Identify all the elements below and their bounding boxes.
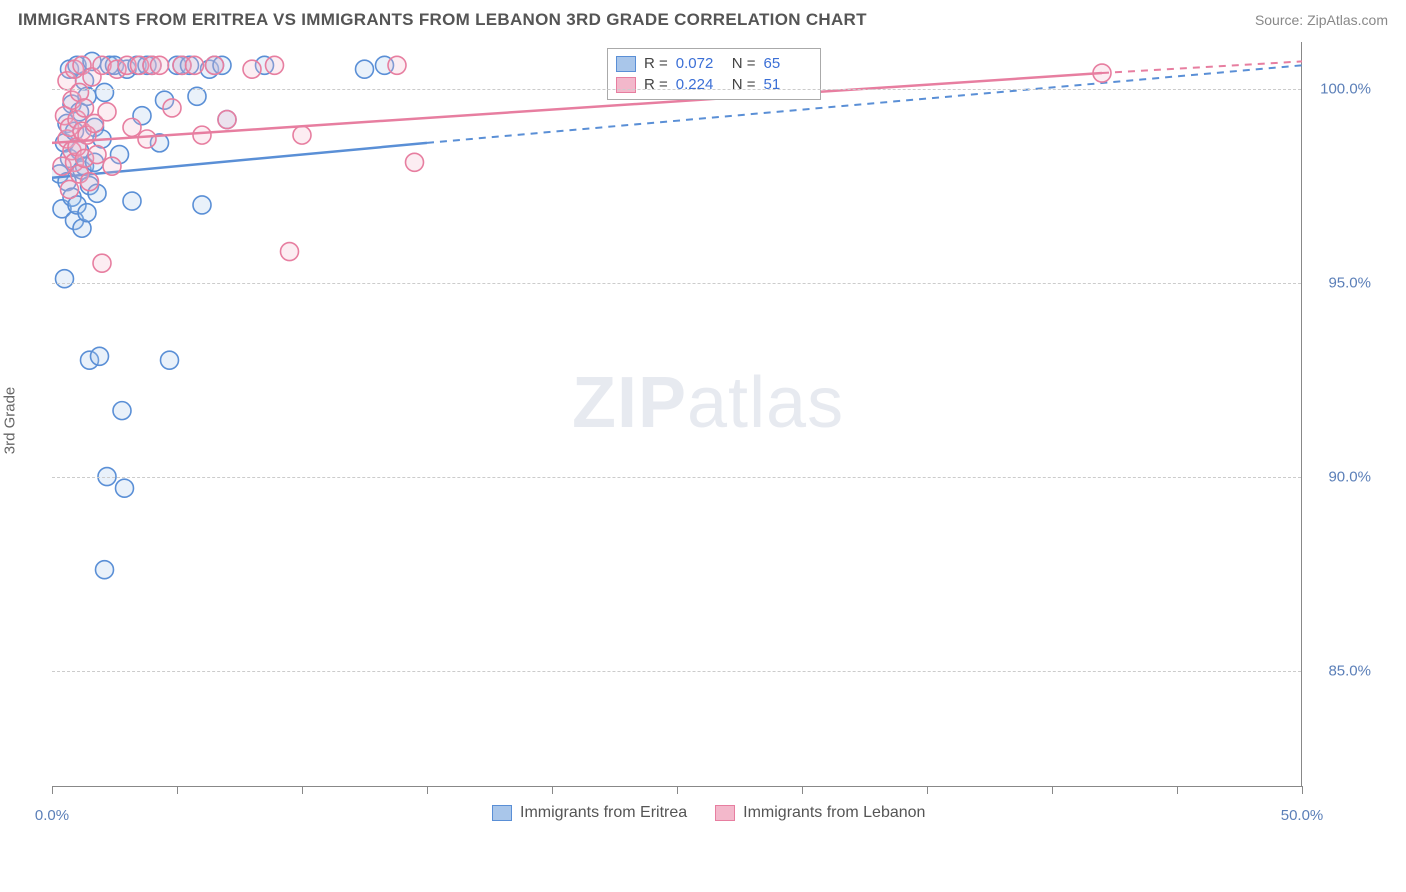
data-point — [163, 99, 181, 117]
data-point — [116, 479, 134, 497]
x-tick — [302, 786, 303, 794]
stats-row-eritrea: R = 0.072 N = 65 — [616, 53, 812, 74]
regression-line-extrapolated — [427, 65, 1302, 143]
data-point — [88, 146, 106, 164]
y-tick-label: 90.0% — [1311, 468, 1371, 485]
regression-line — [52, 73, 1102, 143]
legend-item-lebanon: Immigrants from Lebanon — [715, 802, 925, 824]
x-tick — [427, 786, 428, 794]
data-point — [281, 243, 299, 261]
swatch-eritrea — [616, 56, 636, 72]
n-label: N = — [732, 55, 756, 72]
data-point — [61, 180, 79, 198]
n-label: N = — [732, 76, 756, 93]
swatch-eritrea — [492, 805, 512, 821]
y-tick-label: 85.0% — [1311, 662, 1371, 679]
data-point — [218, 111, 236, 129]
data-point — [193, 126, 211, 144]
swatch-lebanon — [715, 805, 735, 821]
data-point — [56, 270, 74, 288]
data-point — [243, 60, 261, 78]
r-label: R = — [644, 55, 668, 72]
y-gridline — [52, 283, 1301, 284]
data-point — [206, 56, 224, 74]
data-point — [186, 56, 204, 74]
data-point — [406, 153, 424, 171]
x-tick — [1302, 786, 1303, 794]
data-point — [98, 103, 116, 121]
x-tick — [52, 786, 53, 794]
legend-label-eritrea: Immigrants from Eritrea — [520, 804, 687, 822]
n-value-lebanon: 51 — [764, 76, 812, 93]
y-gridline — [52, 671, 1301, 672]
legend-label-lebanon: Immigrants from Lebanon — [743, 804, 925, 822]
data-point — [96, 83, 114, 101]
r-value-lebanon: 0.224 — [676, 76, 724, 93]
r-label: R = — [644, 76, 668, 93]
data-point — [78, 204, 96, 222]
chart-header: IMMIGRANTS FROM ERITREA VS IMMIGRANTS FR… — [0, 0, 1406, 36]
swatch-lebanon — [616, 77, 636, 93]
data-point — [151, 56, 169, 74]
y-tick-label: 95.0% — [1311, 274, 1371, 291]
data-point — [161, 351, 179, 369]
data-point — [266, 56, 284, 74]
scatter-plot-svg — [52, 42, 1302, 787]
x-tick — [1177, 786, 1178, 794]
data-point — [76, 99, 94, 117]
source-label: Source: — [1255, 12, 1307, 28]
data-point — [293, 126, 311, 144]
series-legend: Immigrants from Eritrea Immigrants from … — [492, 802, 925, 824]
x-tick — [927, 786, 928, 794]
r-value-eritrea: 0.072 — [676, 55, 724, 72]
y-axis-label: 3rd Grade — [2, 387, 19, 455]
n-value-eritrea: 65 — [764, 55, 812, 72]
y-gridline — [52, 477, 1301, 478]
x-tick — [802, 786, 803, 794]
y-gridline — [52, 89, 1301, 90]
data-point — [96, 561, 114, 579]
x-tick-label: 50.0% — [1281, 807, 1324, 824]
plot-frame: ZIPatlas R = 0.072 N = 65 R = 0.224 N = … — [52, 42, 1302, 787]
x-tick — [177, 786, 178, 794]
data-point — [123, 118, 141, 136]
x-tick — [677, 786, 678, 794]
stats-row-lebanon: R = 0.224 N = 51 — [616, 74, 812, 95]
regression-stats-legend: R = 0.072 N = 65 R = 0.224 N = 51 — [607, 48, 821, 100]
x-tick — [552, 786, 553, 794]
data-point — [93, 254, 111, 272]
data-point — [113, 402, 131, 420]
data-point — [103, 157, 121, 175]
chart-source: Source: ZipAtlas.com — [1255, 12, 1388, 28]
data-point — [388, 56, 406, 74]
legend-item-eritrea: Immigrants from Eritrea — [492, 802, 687, 824]
data-point — [91, 347, 109, 365]
data-point — [193, 196, 211, 214]
x-tick-label: 0.0% — [35, 807, 69, 824]
data-point — [138, 130, 156, 148]
data-point — [123, 192, 141, 210]
y-tick-label: 100.0% — [1311, 80, 1371, 97]
x-tick — [1052, 786, 1053, 794]
data-point — [188, 87, 206, 105]
data-point — [81, 173, 99, 191]
data-point — [356, 60, 374, 78]
source-name: ZipAtlas.com — [1307, 12, 1388, 28]
chart-title: IMMIGRANTS FROM ERITREA VS IMMIGRANTS FR… — [18, 10, 867, 30]
